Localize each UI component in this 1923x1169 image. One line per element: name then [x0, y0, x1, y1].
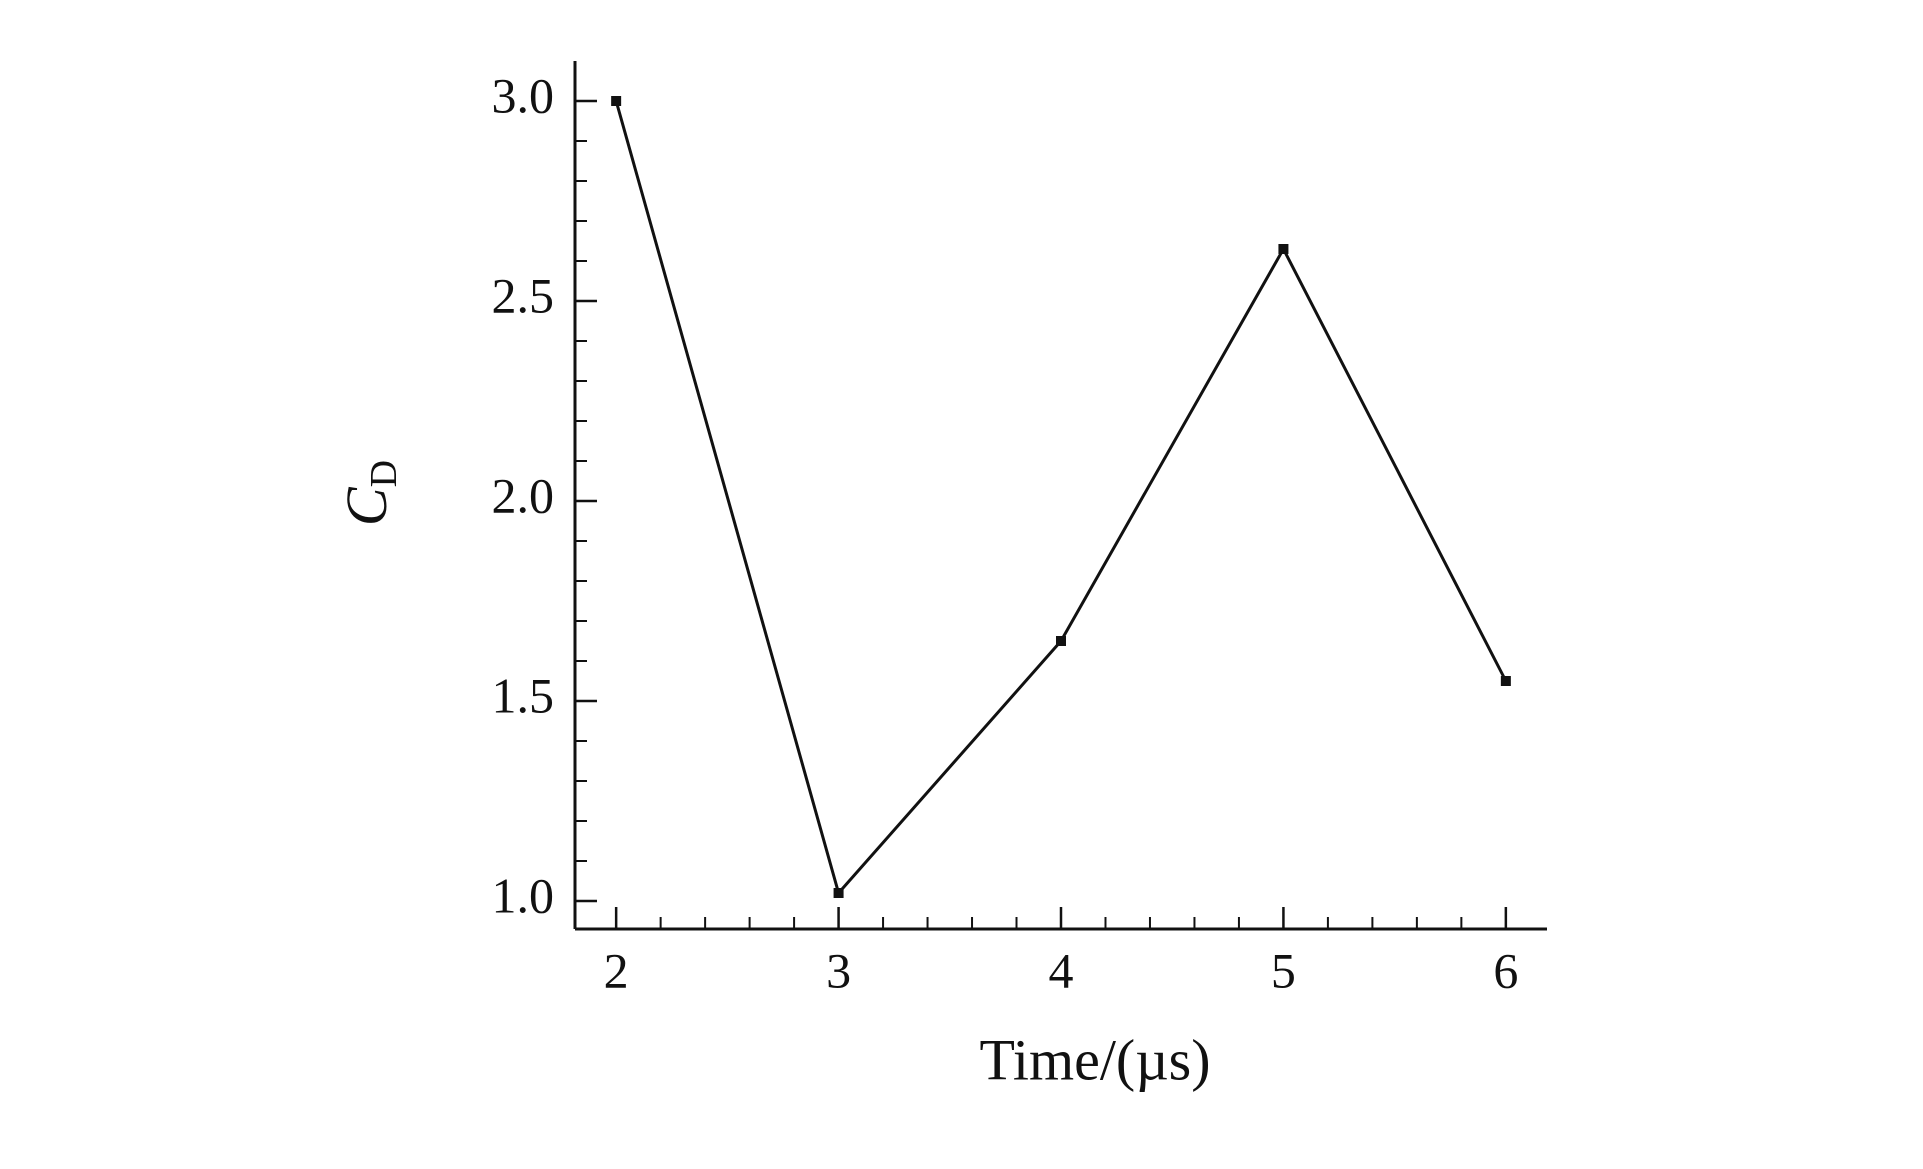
- x-tick-label: 6: [1493, 942, 1518, 998]
- y-tick-label: 2.5: [492, 267, 555, 323]
- x-tick-label: 5: [1271, 942, 1296, 998]
- x-axis-title: Time/(µs): [979, 1027, 1210, 1092]
- x-tick-label: 4: [1049, 942, 1074, 998]
- y-axis-title-group: CD: [334, 460, 404, 526]
- y-axis-symbol: C: [334, 486, 399, 526]
- data-marker: [833, 888, 844, 898]
- y-tick-label: 1.0: [492, 867, 555, 923]
- y-axis-title: CD: [334, 460, 404, 526]
- data-marker: [1278, 244, 1289, 254]
- data-marker: [1500, 676, 1511, 686]
- data-marker: [1056, 636, 1066, 646]
- data-marker: [611, 96, 622, 106]
- y-axis-subscript: D: [363, 460, 405, 487]
- x-tick-label: 2: [604, 942, 629, 998]
- y-tick-label: 3.0: [492, 67, 555, 123]
- x-tick-label: 3: [826, 942, 851, 998]
- data-line: [614, 100, 1508, 895]
- y-tick-label: 2.0: [492, 467, 555, 523]
- y-tick-label: 1.5: [492, 667, 555, 723]
